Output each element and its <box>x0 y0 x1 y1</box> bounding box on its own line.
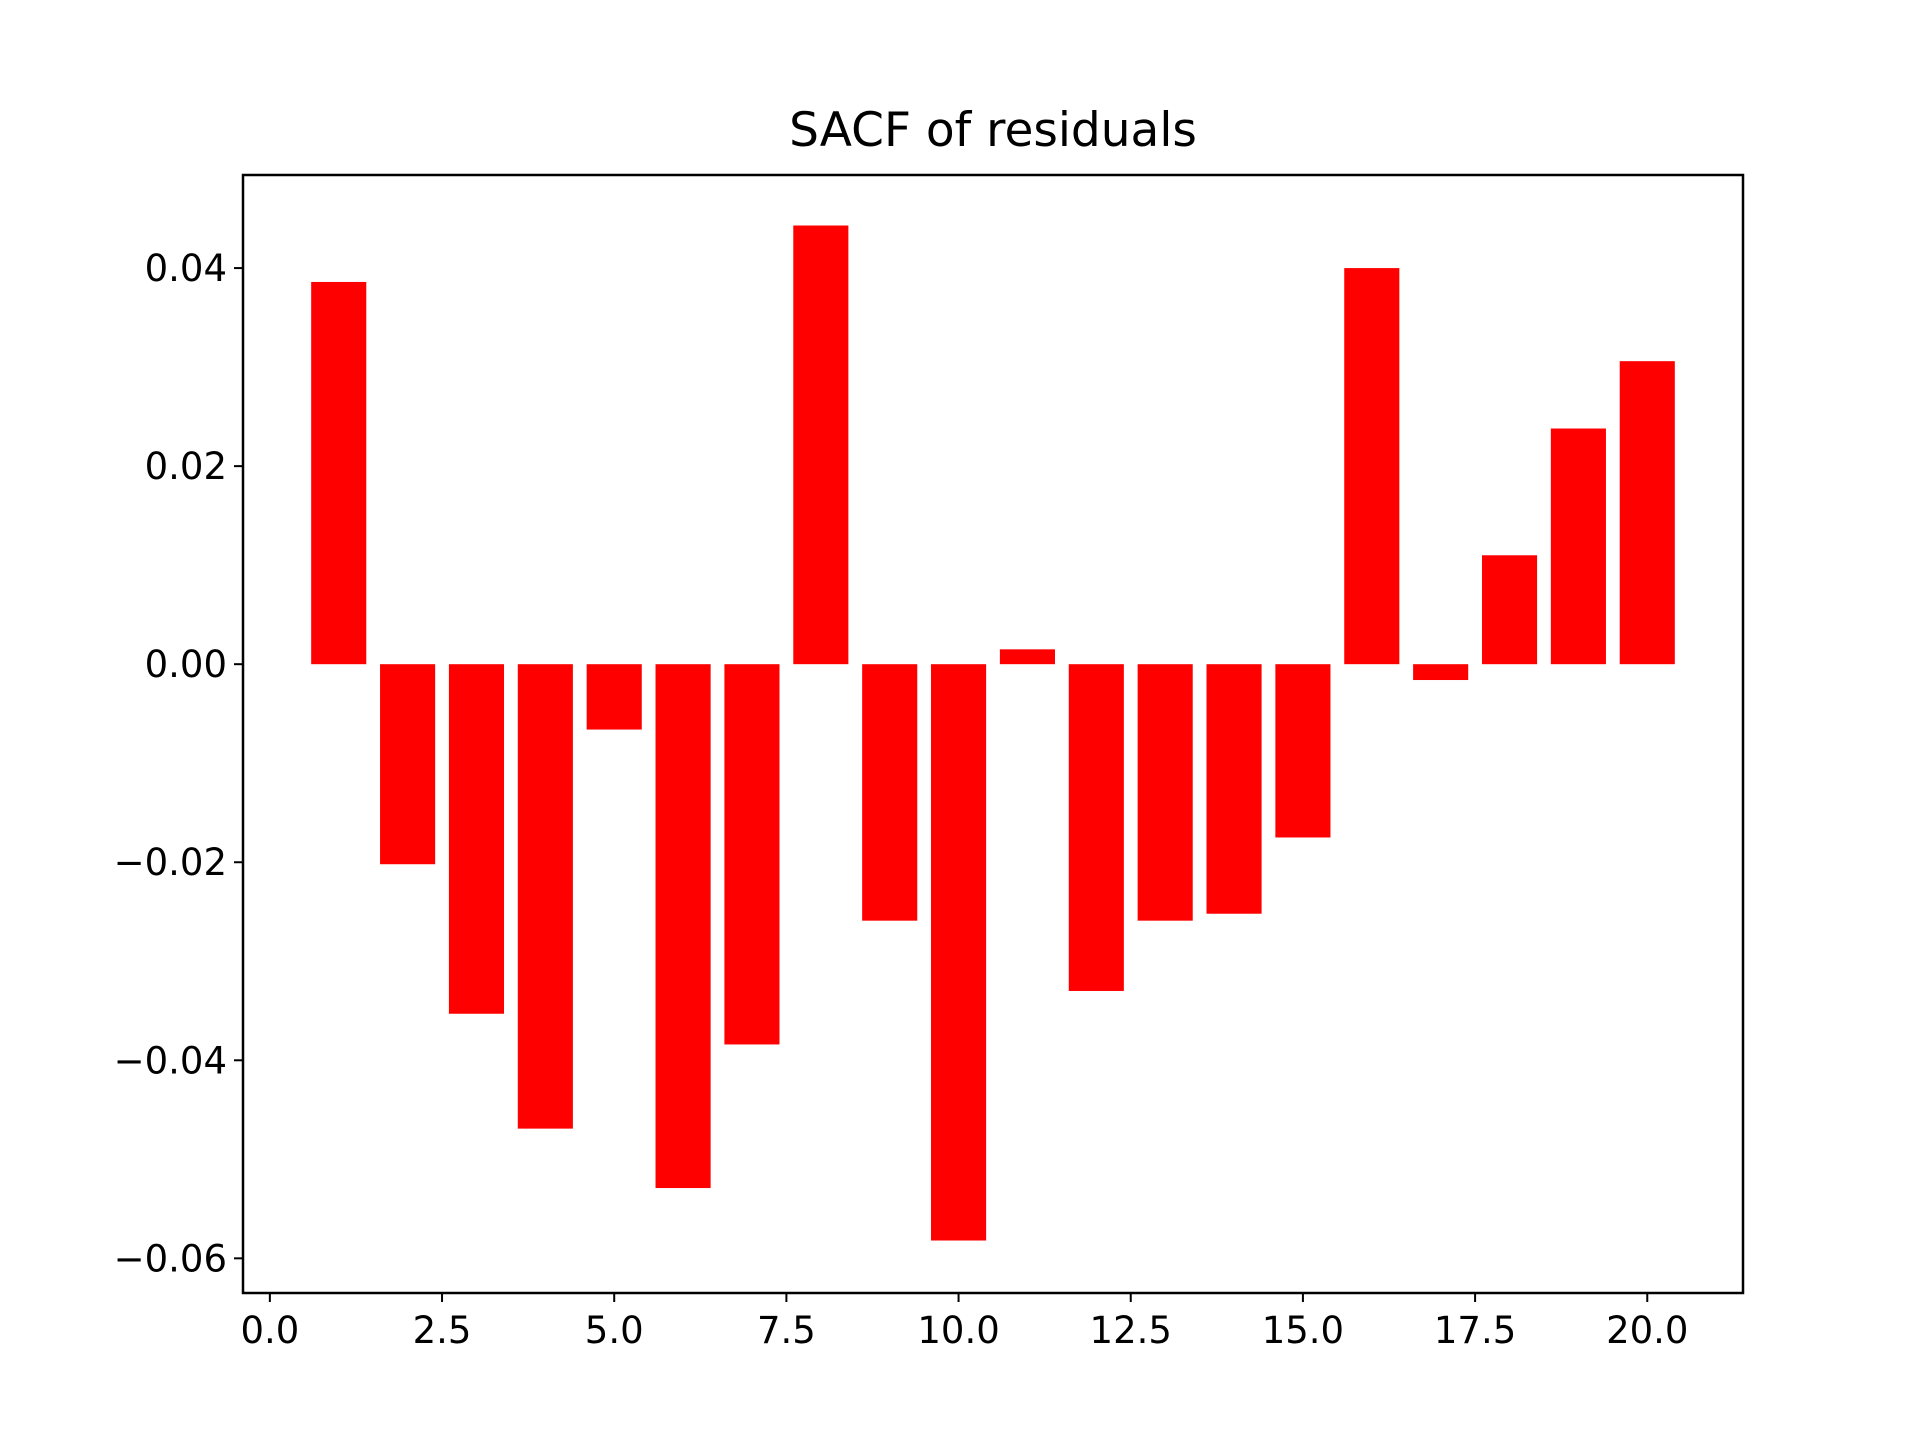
bar-lag-12 <box>1068 664 1124 991</box>
x-tick-label: 15.0 <box>1262 1309 1344 1352</box>
bar-lag-17 <box>1413 664 1469 681</box>
bar-lag-18 <box>1481 555 1538 665</box>
bar-lag-4 <box>517 664 573 1129</box>
plot-frame <box>241 173 1745 1295</box>
bar-lag-15 <box>1275 664 1331 838</box>
bar-lag-5 <box>586 664 642 730</box>
bar-lag-9 <box>862 664 918 921</box>
y-tick-label: 0.04 <box>145 247 227 290</box>
y-tick-label: −0.02 <box>114 841 227 884</box>
x-tick-label: 7.5 <box>757 1309 816 1352</box>
x-tick-label: 5.0 <box>585 1309 644 1352</box>
x-tick-label: 2.5 <box>413 1309 472 1352</box>
bar-lag-16 <box>1344 268 1400 665</box>
bars-group <box>311 225 1675 1241</box>
bar-lag-8 <box>793 225 849 665</box>
bar-lag-11 <box>999 649 1055 665</box>
x-tick-label: 10.0 <box>917 1309 999 1352</box>
x-tick-label: 20.0 <box>1606 1309 1688 1352</box>
y-tick-label: −0.06 <box>114 1237 227 1280</box>
y-tick-label: −0.04 <box>114 1039 227 1082</box>
x-tick-label: 0.0 <box>240 1309 299 1352</box>
bar-lag-3 <box>448 664 505 1014</box>
bar-lag-20 <box>1619 361 1675 665</box>
x-tick-label: 12.5 <box>1090 1309 1172 1352</box>
y-tick-label: 0.02 <box>145 445 227 488</box>
bar-lag-13 <box>1137 664 1193 921</box>
bar-lag-2 <box>380 664 436 865</box>
y-tick-label: 0.00 <box>145 643 227 686</box>
x-tick-label: 17.5 <box>1434 1309 1516 1352</box>
bar-lag-14 <box>1206 664 1262 914</box>
bar-lag-7 <box>724 664 780 1045</box>
x-axis-ticks: 0.0 2.5 5.0 7.5 10.0 12.5 15.0 17.5 20.0 <box>240 1293 1688 1352</box>
bar-lag-6 <box>655 664 711 1189</box>
bar-lag-1 <box>311 281 367 665</box>
y-axis-ticks: 0.04 0.02 0.00 −0.02 −0.04 −0.06 <box>114 247 243 1280</box>
chart-title: SACF of residuals <box>789 103 1197 158</box>
bar-lag-19 <box>1550 428 1606 665</box>
bar-lag-10 <box>931 664 987 1241</box>
